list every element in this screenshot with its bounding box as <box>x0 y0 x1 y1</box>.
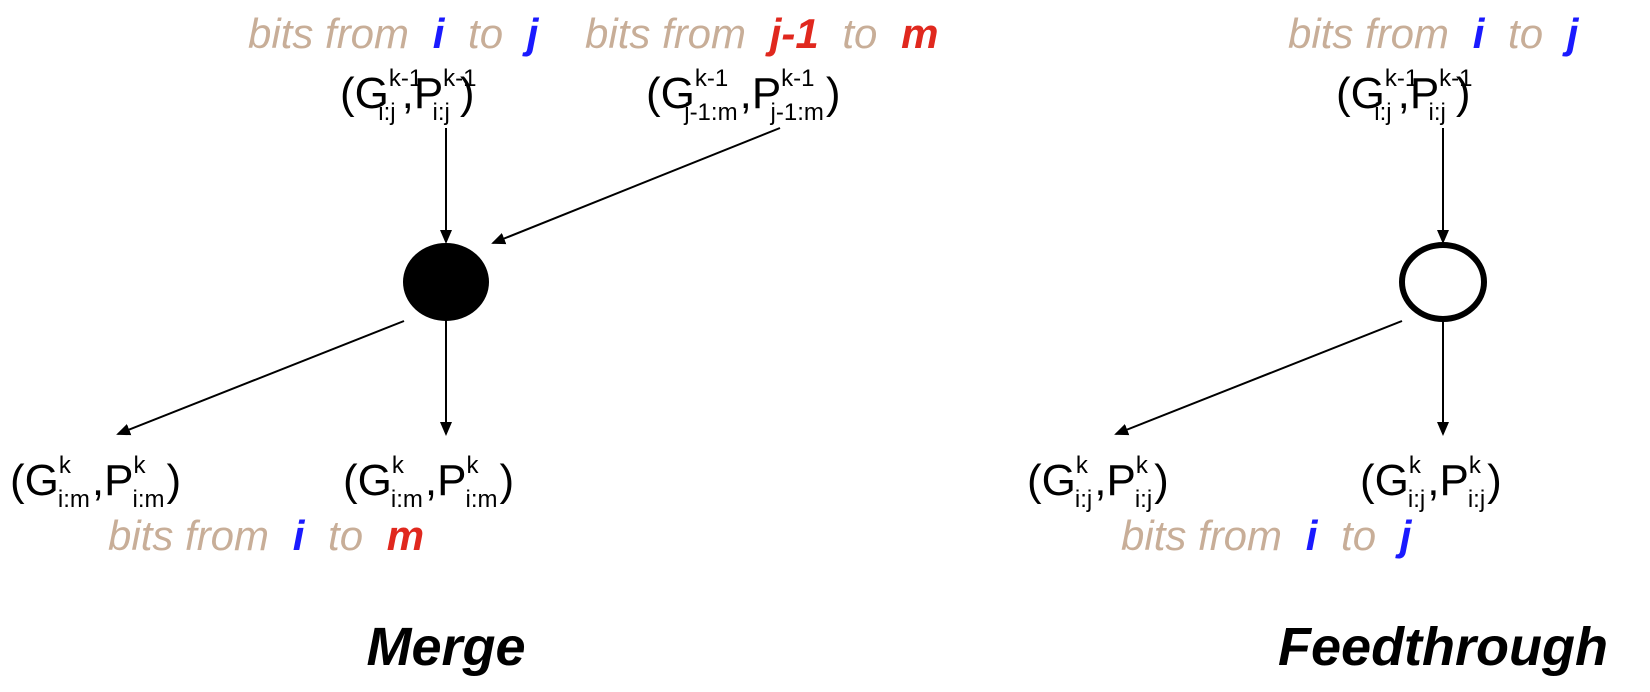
caption-bits-from: bits from <box>1288 10 1449 57</box>
merge-output-left-expr: (Gk i:m,Pk i:m) <box>10 452 181 513</box>
caption-var-j-minus-1: j-1 <box>765 10 819 57</box>
feedthrough-title: Feedthrough <box>1278 617 1608 677</box>
feedthrough-output-center-expr: (Gk i:j,Pk i:j) <box>1360 452 1502 513</box>
caption-bits-from: bits from <box>248 10 409 57</box>
caption-bits-from: bits from <box>1121 512 1282 559</box>
feedthrough-arrow-out-diagonal <box>1114 320 1403 436</box>
caption-var-i: i <box>1306 512 1319 559</box>
caption-var-i: i <box>293 512 306 559</box>
caption-to: to <box>842 10 877 57</box>
caption-var-i: i <box>433 10 446 57</box>
feedthrough-input-expr: (Gk-1 i:j ,Pk-1 i:j) <box>1336 65 1473 126</box>
caption-var-i: i <box>1473 10 1486 57</box>
caption-to: to <box>1508 10 1543 57</box>
caption-bits-i-to-j-right: bits from i to j <box>1288 10 1580 57</box>
caption-bits-i-to-m: bits from i to m <box>108 512 424 559</box>
caption-bits-i-to-j-left: bits from i to j <box>248 10 540 57</box>
merge-arrow-out-diagonal <box>116 320 405 436</box>
merge-input-left-expr: (Gk-1 i:j ,Pk-1 i:j) <box>340 65 477 126</box>
caption-bits-i-to-j-bottom: bits from i to j <box>1121 512 1413 559</box>
caption-var-j: j <box>1562 10 1580 57</box>
caption-to: to <box>1341 512 1376 559</box>
caption-bits-from: bits from <box>108 512 269 559</box>
feedthrough-node <box>1399 242 1487 322</box>
feedthrough-output-left-expr: (Gk i:j,Pk i:j) <box>1027 452 1169 513</box>
caption-var-j: j <box>522 10 540 57</box>
caption-bits-from: bits from <box>585 10 746 57</box>
merge-arrow-in-diagonal <box>491 127 781 245</box>
caption-to: to <box>328 512 363 559</box>
caption-var-m: m <box>387 512 424 559</box>
caption-to: to <box>468 10 503 57</box>
merge-output-center-expr: (Gk i:m,Pk i:m) <box>343 452 514 513</box>
caption-bits-jm1-to-m: bits from j-1 to m <box>585 10 938 57</box>
merge-title: Merge <box>366 617 525 677</box>
caption-var-m: m <box>901 10 938 57</box>
merge-node <box>403 243 489 321</box>
caption-var-j: j <box>1395 512 1413 559</box>
merge-input-right-expr: (Gk-1 j-1:m,Pk-1 j-1:m) <box>646 65 841 126</box>
